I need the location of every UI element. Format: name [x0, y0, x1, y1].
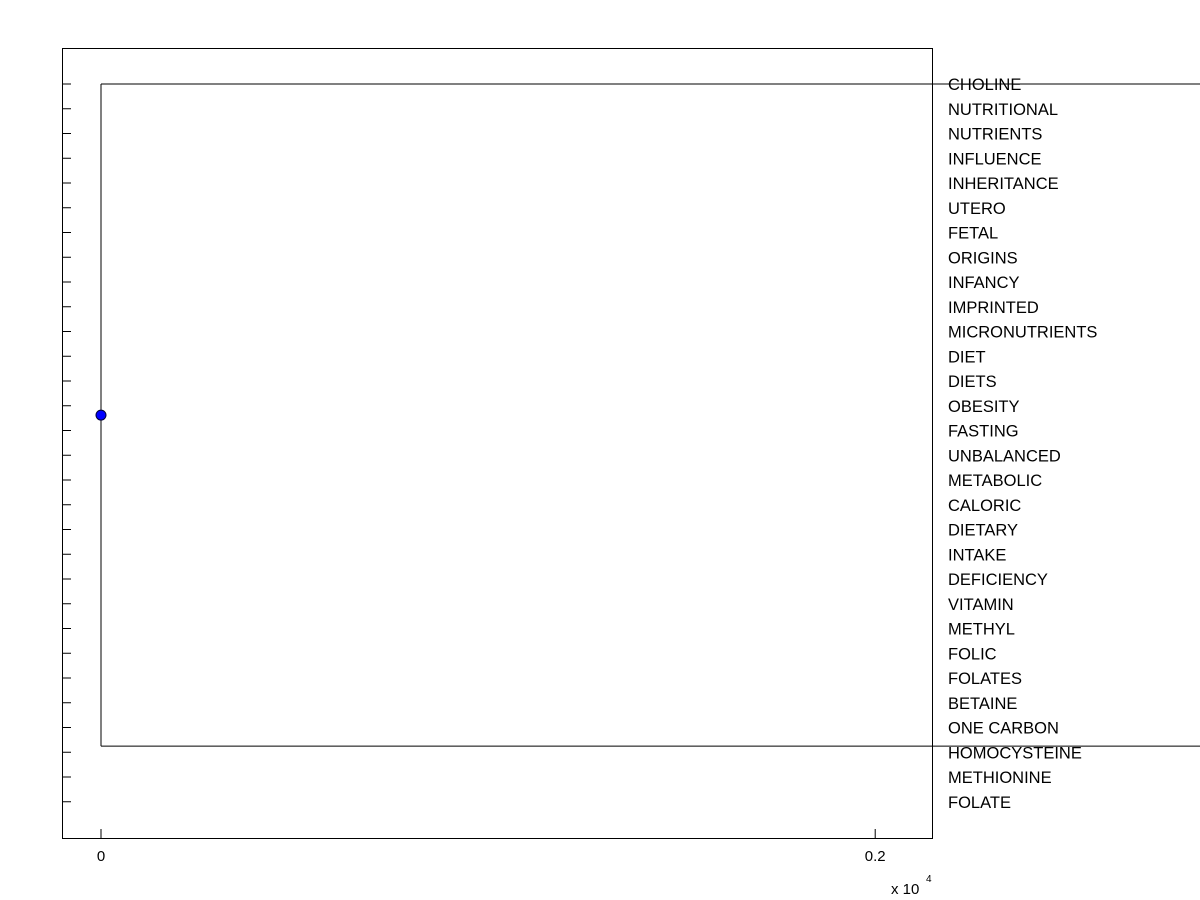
leaf-label-diets: DIETS — [948, 373, 997, 391]
x-scale-exponent: 4 — [926, 874, 932, 885]
leaf-label-imprinted: IMPRINTED — [948, 299, 1039, 317]
leaf-label-methionine: METHIONINE — [948, 769, 1052, 787]
leaf-label-choline: CHOLINE — [948, 76, 1021, 94]
x-tick-label: 0 — [97, 848, 105, 865]
leaf-label-infancy: INFANCY — [948, 274, 1020, 292]
leaf-label-micronutrients: MICRONUTRIENTS — [948, 324, 1097, 342]
axis-ticks — [62, 83, 876, 838]
leaf-label-influence: INFLUENCE — [948, 150, 1042, 168]
leaf-label-vitamin: VITAMIN — [948, 596, 1014, 614]
plot-frame — [62, 48, 933, 839]
merge-node — [95, 409, 107, 421]
leaf-label-nutrients: NUTRIENTS — [948, 126, 1042, 144]
merge-nodes — [95, 409, 107, 421]
leaf-label-intake: INTAKE — [948, 546, 1006, 564]
leaf-label-betaine: BETAINE — [948, 695, 1017, 713]
x-scale-label: x 10 — [891, 881, 919, 898]
leaf-label-inheritance: INHERITANCE — [948, 175, 1059, 193]
leaf-label-deficiency: DEFICIENCY — [948, 571, 1048, 589]
leaf-label-fetal: FETAL — [948, 225, 998, 243]
leaf-label-unbalanced: UNBALANCED — [948, 447, 1061, 465]
leaf-label-diet: DIET — [948, 348, 986, 366]
x-tick-labels: 00.20.40.60.811.21.41.61.82 — [97, 848, 886, 865]
leaf-label-origins: ORIGINS — [948, 249, 1018, 267]
leaf-label-obesity: OBESITY — [948, 398, 1020, 416]
leaf-label-folate: FOLATE — [948, 794, 1011, 812]
x-tick-label: 0.2 — [865, 848, 886, 865]
leaf-label-fasting: FASTING — [948, 423, 1019, 441]
leaf-label-dietary: DIETARY — [948, 522, 1018, 540]
leaf-label-nutritional: NUTRITIONAL — [948, 101, 1058, 119]
leaf-label-folates: FOLATES — [948, 670, 1022, 688]
leaf-label-one-carbon: ONE CARBON — [948, 720, 1059, 738]
leaf-label-metabolic: METABOLIC — [948, 472, 1042, 490]
leaf-label-caloric: CALORIC — [948, 497, 1021, 515]
leaf-label-homocysteine: HOMOCYSTEINE — [948, 744, 1082, 762]
leaf-label-methyl: METHYL — [948, 621, 1015, 639]
leaf-label-folic: FOLIC — [948, 645, 997, 663]
leaf-label-utero: UTERO — [948, 200, 1006, 218]
leaf-labels: CHOLINE NUTRITIONAL NUTRIENTS INFLUENCE INHE… — [948, 76, 1097, 812]
